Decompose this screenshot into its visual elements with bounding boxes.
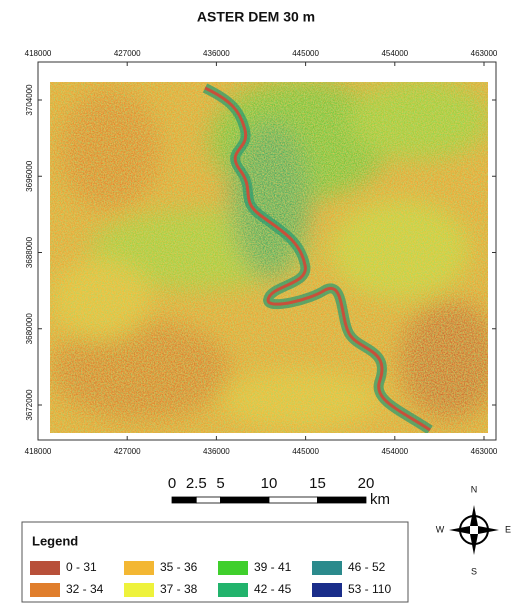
x-tick-label-bottom: 427000 — [114, 447, 141, 456]
compass-east: E — [505, 524, 511, 534]
compass-west: W — [436, 524, 445, 534]
map-title: ASTER DEM 30 m — [197, 9, 315, 25]
x-tick-label-top: 463000 — [471, 49, 498, 58]
legend-swatch — [312, 561, 342, 575]
compass-south: S — [471, 566, 477, 576]
scale-label: 10 — [261, 475, 278, 492]
legend-title: Legend — [32, 533, 78, 548]
x-tick-label-top: 445000 — [292, 49, 319, 58]
scale-label: 0 — [168, 475, 176, 492]
legend-label: 32 - 34 — [66, 582, 104, 596]
legend-label: 39 - 41 — [254, 560, 292, 574]
legend-label: 35 - 36 — [160, 560, 198, 574]
legend-swatch — [30, 561, 60, 575]
y-tick-label: 3680000 — [25, 313, 34, 345]
map-figure: ASTER DEM 30 m 0 2.5 5 10 15 20km N S W E — [0, 0, 512, 608]
compass: N S W E — [436, 484, 511, 576]
y-tick-label: 3704000 — [25, 84, 34, 116]
legend-swatch — [218, 561, 248, 575]
x-tick-label-bottom: 463000 — [471, 447, 498, 456]
x-tick-label-bottom: 454000 — [381, 447, 408, 456]
legend-label: 42 - 45 — [254, 582, 292, 596]
scale-label: 20 — [358, 475, 375, 492]
scale-segment — [172, 497, 196, 503]
scale-segment — [221, 497, 270, 503]
scale-segment — [269, 497, 318, 503]
legend-swatch — [30, 583, 60, 597]
scale-label: 2.5 — [186, 475, 207, 492]
legend-label: 53 - 110 — [348, 582, 391, 596]
y-tick-label: 3696000 — [25, 160, 34, 192]
x-tick-label-top: 436000 — [203, 49, 230, 58]
x-tick-label-bottom: 418000 — [25, 447, 52, 456]
legend-label: 37 - 38 — [160, 582, 198, 596]
scale-segment — [318, 497, 367, 503]
y-tick-label: 3688000 — [25, 236, 34, 268]
dem-raster — [50, 80, 500, 433]
page: {"map": { "title": "ASTER DEM 30 m", "xt… — [0, 0, 512, 608]
scale-label: 5 — [216, 475, 224, 492]
x-tick-label-top: 427000 — [114, 49, 141, 58]
x-tick-label-bottom: 445000 — [292, 447, 319, 456]
y-tick-label: 3672000 — [25, 389, 34, 421]
legend-label: 46 - 52 — [348, 560, 386, 574]
x-tick-label-bottom: 436000 — [203, 447, 230, 456]
x-tick-label-top: 418000 — [25, 49, 52, 58]
compass-north: N — [471, 484, 478, 494]
legend-swatch — [218, 583, 248, 597]
scale-label: 15 — [309, 475, 326, 492]
legend-label: 0 - 31 — [66, 560, 97, 574]
scale-unit: km — [370, 491, 390, 508]
legend-swatch — [124, 561, 154, 575]
x-tick-label-top: 454000 — [381, 49, 408, 58]
legend-swatch — [124, 583, 154, 597]
legend-swatch — [312, 583, 342, 597]
scale-segment — [196, 497, 220, 503]
